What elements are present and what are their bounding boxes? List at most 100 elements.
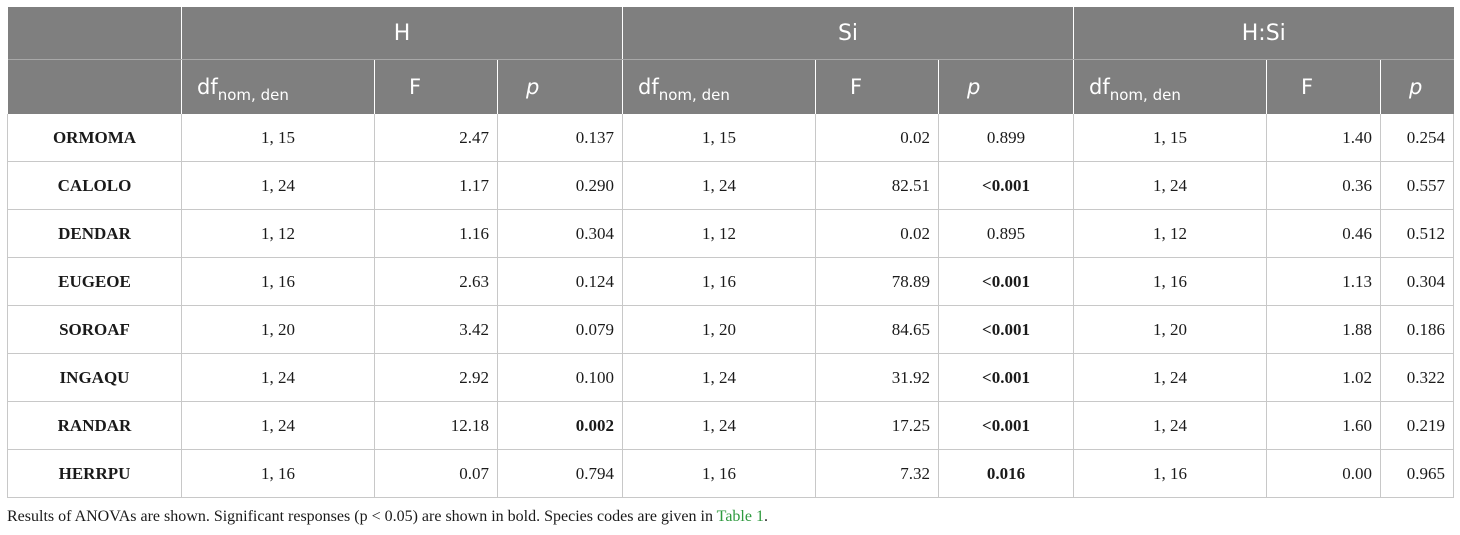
hs-f-cell: 1.13 <box>1266 257 1382 306</box>
subheader-f: F <box>374 59 498 114</box>
si-df-cell: 1, 16 <box>622 257 816 306</box>
hs-p-cell: 0.965 <box>1380 449 1455 498</box>
si-df-cell: 1, 12 <box>622 209 816 258</box>
si-p-cell: <0.001 <box>938 353 1075 402</box>
si-p-cell: <0.001 <box>938 401 1075 450</box>
species-cell: SOROAF <box>7 305 182 354</box>
si-p-cell: <0.001 <box>938 257 1075 306</box>
h-df-cell: 1, 16 <box>181 257 375 306</box>
hs-df-cell: 1, 24 <box>1073 161 1268 210</box>
subheader-df: dfnom, den <box>622 59 816 114</box>
table-row: DENDAR 1, 12 1.16 0.304 1, 12 0.02 0.895… <box>7 209 1455 258</box>
h-p-cell: 0.304 <box>497 209 623 258</box>
si-df-cell: 1, 24 <box>622 353 816 402</box>
table-caption: Results of ANOVAs are shown. Significant… <box>7 508 768 526</box>
h-f-cell: 3.42 <box>374 305 498 354</box>
hs-f-cell: 1.40 <box>1266 114 1382 162</box>
h-f-cell: 1.17 <box>374 161 498 210</box>
table-row: INGAQU 1, 24 2.92 0.100 1, 24 31.92 <0.0… <box>7 353 1455 402</box>
table-row: CALOLO 1, 24 1.17 0.290 1, 24 82.51 <0.0… <box>7 161 1455 210</box>
group-header-hsi: H:Si <box>1073 7 1454 60</box>
hs-p-cell: 0.186 <box>1380 305 1455 354</box>
h-p-cell: 0.002 <box>497 401 623 450</box>
si-f-cell: 0.02 <box>815 209 939 258</box>
si-df-cell: 1, 24 <box>622 161 816 210</box>
hs-p-cell: 0.254 <box>1380 114 1455 162</box>
hs-df-cell: 1, 24 <box>1073 401 1268 450</box>
hs-df-cell: 1, 16 <box>1073 257 1268 306</box>
hs-p-cell: 0.219 <box>1380 401 1455 450</box>
h-f-cell: 2.63 <box>374 257 498 306</box>
hs-df-cell: 1, 24 <box>1073 353 1268 402</box>
subheader-df: dfnom, den <box>1073 59 1268 114</box>
h-p-cell: 0.079 <box>497 305 623 354</box>
hs-f-cell: 0.46 <box>1266 209 1382 258</box>
group-header-row: H Si H:Si <box>7 7 1454 60</box>
hs-p-cell: 0.512 <box>1380 209 1455 258</box>
si-f-cell: 78.89 <box>815 257 939 306</box>
hs-df-cell: 1, 12 <box>1073 209 1268 258</box>
caption-text: Results of ANOVAs are shown. Significant… <box>7 508 717 525</box>
si-df-cell: 1, 16 <box>622 449 816 498</box>
h-p-cell: 0.100 <box>497 353 623 402</box>
h-df-cell: 1, 16 <box>181 449 375 498</box>
h-df-cell: 1, 20 <box>181 305 375 354</box>
hs-df-cell: 1, 20 <box>1073 305 1268 354</box>
corner-subheader <box>7 59 182 114</box>
species-cell: DENDAR <box>7 209 182 258</box>
si-p-cell: 0.016 <box>938 449 1075 498</box>
si-p-cell: <0.001 <box>938 305 1075 354</box>
h-df-cell: 1, 24 <box>181 353 375 402</box>
h-f-cell: 2.47 <box>374 114 498 162</box>
si-f-cell: 7.32 <box>815 449 939 498</box>
h-f-cell: 0.07 <box>374 449 498 498</box>
si-p-cell: <0.001 <box>938 161 1075 210</box>
species-cell: ORMOMA <box>7 114 182 162</box>
caption-end: . <box>763 508 768 525</box>
hs-df-cell: 1, 16 <box>1073 449 1268 498</box>
hs-p-cell: 0.322 <box>1380 353 1455 402</box>
h-df-cell: 1, 15 <box>181 114 375 162</box>
h-p-cell: 0.794 <box>497 449 623 498</box>
si-f-cell: 84.65 <box>815 305 939 354</box>
h-df-cell: 1, 24 <box>181 401 375 450</box>
table-row: RANDAR 1, 24 12.18 0.002 1, 24 17.25 <0.… <box>7 401 1455 450</box>
h-f-cell: 12.18 <box>374 401 498 450</box>
table-1-link[interactable]: Table 1 <box>716 508 764 525</box>
hs-f-cell: 0.36 <box>1266 161 1382 210</box>
hs-p-cell: 0.304 <box>1380 257 1455 306</box>
hs-f-cell: 1.02 <box>1266 353 1382 402</box>
h-df-cell: 1, 24 <box>181 161 375 210</box>
h-f-cell: 1.16 <box>374 209 498 258</box>
hs-f-cell: 1.88 <box>1266 305 1382 354</box>
hs-f-cell: 1.60 <box>1266 401 1382 450</box>
corner-header <box>7 7 182 60</box>
anova-table-container: H Si H:Si dfnom, den F p dfnom, den F p … <box>7 7 1455 498</box>
subheader-p: p <box>938 59 1075 114</box>
table-row: HERRPU 1, 16 0.07 0.794 1, 16 7.32 0.016… <box>7 449 1455 498</box>
species-cell: CALOLO <box>7 161 182 210</box>
group-header-h: H <box>181 7 623 60</box>
h-p-cell: 0.137 <box>497 114 623 162</box>
si-f-cell: 82.51 <box>815 161 939 210</box>
hs-p-cell: 0.557 <box>1380 161 1455 210</box>
h-p-cell: 0.290 <box>497 161 623 210</box>
hs-df-cell: 1, 15 <box>1073 114 1268 162</box>
species-cell: EUGEOE <box>7 257 182 306</box>
species-cell: RANDAR <box>7 401 182 450</box>
h-df-cell: 1, 12 <box>181 209 375 258</box>
table-row: SOROAF 1, 20 3.42 0.079 1, 20 84.65 <0.0… <box>7 305 1455 354</box>
subheader-p: p <box>1380 59 1454 114</box>
subheader-p: p <box>497 59 623 114</box>
si-df-cell: 1, 15 <box>622 114 816 162</box>
group-header-si: Si <box>622 7 1075 60</box>
sub-header-row: dfnom, den F p dfnom, den F p dfnom, den… <box>7 59 1454 114</box>
species-cell: HERRPU <box>7 449 182 498</box>
table-row: EUGEOE 1, 16 2.63 0.124 1, 16 78.89 <0.0… <box>7 257 1455 306</box>
species-cell: INGAQU <box>7 353 182 402</box>
h-p-cell: 0.124 <box>497 257 623 306</box>
anova-table: H Si H:Si dfnom, den F p dfnom, den F p … <box>7 7 1455 498</box>
subheader-df: dfnom, den <box>181 59 375 114</box>
h-f-cell: 2.92 <box>374 353 498 402</box>
hs-f-cell: 0.00 <box>1266 449 1382 498</box>
